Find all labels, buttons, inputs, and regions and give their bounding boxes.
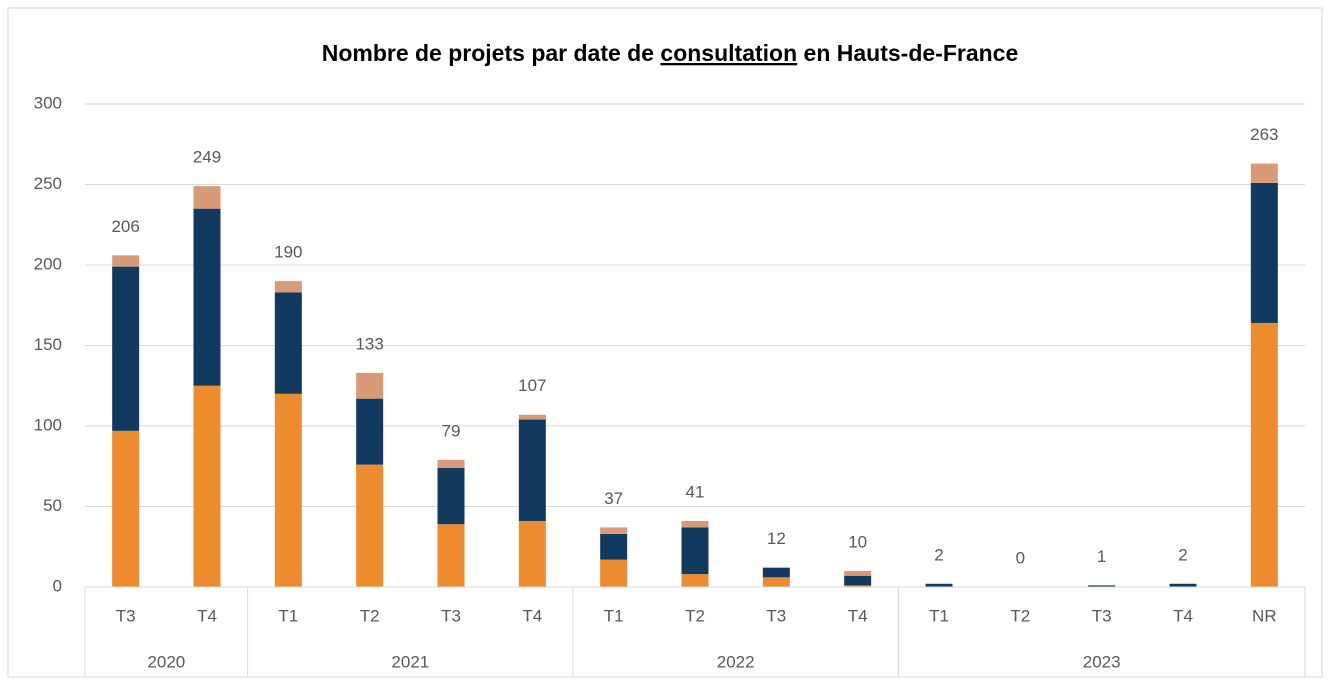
x-tick-label: T1	[604, 606, 624, 625]
bar-segment	[112, 255, 140, 267]
bar-segment	[193, 186, 221, 209]
group-label: 2022	[717, 652, 755, 671]
bar-segment	[112, 266, 140, 431]
bar-segment	[1250, 163, 1278, 183]
bar-segment	[356, 398, 384, 465]
bar-segment	[193, 385, 221, 587]
x-tick-label: T2	[360, 606, 380, 625]
x-tick-label: T2	[685, 606, 705, 625]
group-label: 2020	[147, 652, 185, 671]
y-tick-label: 150	[34, 335, 62, 354]
x-tick-label: T4	[1173, 606, 1193, 625]
y-tick-label: 100	[34, 415, 62, 434]
bar-segment	[356, 464, 384, 587]
bar-segment	[437, 524, 465, 587]
bar-segment	[274, 393, 302, 587]
total-label: 37	[604, 489, 623, 508]
x-tick-label: T3	[441, 606, 461, 625]
bar-segment	[1250, 322, 1278, 587]
total-label: 249	[193, 148, 221, 167]
bar-segment	[437, 467, 465, 525]
bar-segment	[681, 520, 709, 528]
x-tick-label: T2	[1010, 606, 1030, 625]
y-tick-label: 0	[53, 576, 62, 595]
bar-segment	[844, 585, 872, 587]
chart-frame	[7, 7, 1323, 678]
x-tick-label: T3	[116, 606, 136, 625]
x-tick-label: NR	[1252, 606, 1277, 625]
total-label: 12	[767, 529, 786, 548]
total-label: 206	[111, 217, 139, 236]
bar-segment	[681, 527, 709, 575]
total-label: 2	[1178, 545, 1187, 564]
bar-segment	[274, 292, 302, 394]
x-tick-label: T3	[766, 606, 786, 625]
bar-segment	[274, 281, 302, 293]
bar-segment	[356, 372, 384, 399]
x-tick-label: T1	[278, 606, 298, 625]
y-tick-label: 300	[34, 93, 62, 112]
title-part: consultation	[660, 40, 797, 66]
x-tick-label: T1	[929, 606, 949, 625]
x-tick-label: T3	[1092, 606, 1112, 625]
group-label: 2021	[391, 652, 429, 671]
y-tick-label: 50	[43, 496, 62, 515]
bar-segment	[193, 208, 221, 386]
bar-segment	[844, 570, 872, 576]
total-label: 79	[442, 421, 461, 440]
total-label: 41	[686, 482, 705, 501]
bar-segment	[681, 574, 709, 587]
total-label: 2	[934, 545, 943, 564]
title-part: en Hauts-de-France	[797, 40, 1018, 66]
x-tick-label: T4	[197, 606, 217, 625]
total-label: 107	[518, 376, 546, 395]
total-label: 1	[1097, 547, 1106, 566]
total-label: 0	[1016, 548, 1025, 567]
bar-segment	[1169, 583, 1197, 587]
y-tick-label: 200	[34, 254, 62, 273]
total-label: 190	[274, 243, 302, 262]
chart-title: Nombre de projets par date de consultati…	[322, 40, 1019, 66]
bar-segment	[925, 583, 953, 587]
title-part: Nombre de projets par date de	[322, 40, 661, 66]
bar-segment	[518, 419, 546, 521]
x-tick-label: T4	[522, 606, 542, 625]
y-tick-label: 250	[34, 174, 62, 193]
x-tick-label: T4	[848, 606, 868, 625]
bar-segment	[762, 567, 790, 578]
bar-segment	[762, 577, 790, 587]
bar-segment	[1250, 182, 1278, 323]
bar-segment	[600, 533, 628, 560]
total-label: 263	[1250, 125, 1278, 144]
total-label: 133	[355, 334, 383, 353]
total-label: 10	[848, 532, 867, 551]
bar-segment	[518, 414, 546, 420]
bar-segment	[600, 527, 628, 534]
bar-segment	[112, 430, 140, 587]
bar-segment	[518, 520, 546, 587]
bar-segment	[600, 559, 628, 587]
group-label: 2023	[1083, 652, 1121, 671]
bar-segment	[1088, 585, 1116, 587]
bar-segment	[844, 575, 872, 586]
bar-segment	[437, 459, 465, 468]
